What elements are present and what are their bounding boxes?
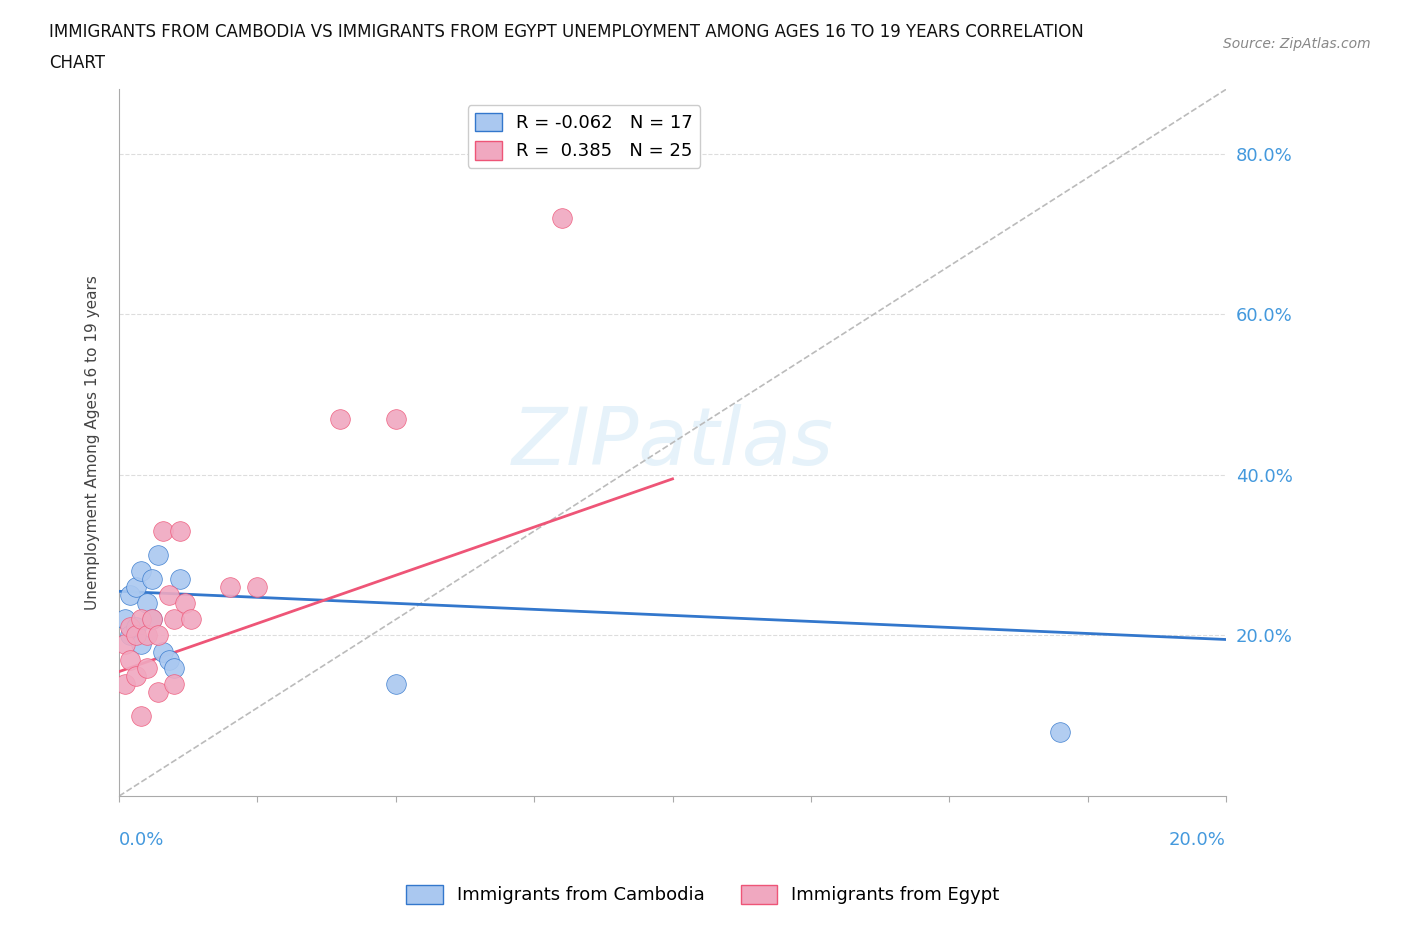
Text: IMMIGRANTS FROM CAMBODIA VS IMMIGRANTS FROM EGYPT UNEMPLOYMENT AMONG AGES 16 TO : IMMIGRANTS FROM CAMBODIA VS IMMIGRANTS F… — [49, 23, 1084, 41]
Point — [169, 524, 191, 538]
Point — [120, 620, 142, 635]
Legend: Immigrants from Cambodia, Immigrants from Egypt: Immigrants from Cambodia, Immigrants fro… — [399, 878, 1007, 911]
Y-axis label: Unemployment Among Ages 16 to 19 years: Unemployment Among Ages 16 to 19 years — [86, 275, 100, 610]
Point — [384, 676, 406, 691]
Point — [169, 572, 191, 587]
Point — [141, 612, 163, 627]
Point — [141, 612, 163, 627]
Point — [163, 660, 186, 675]
Point — [129, 564, 152, 578]
Point — [163, 676, 186, 691]
Text: ZIPatlas: ZIPatlas — [512, 404, 834, 482]
Point — [218, 580, 240, 595]
Point — [124, 620, 146, 635]
Point — [329, 411, 352, 426]
Text: Source: ZipAtlas.com: Source: ZipAtlas.com — [1223, 37, 1371, 51]
Point — [135, 660, 157, 675]
Point — [129, 612, 152, 627]
Point — [114, 676, 136, 691]
Point — [146, 628, 169, 643]
Point — [120, 588, 142, 603]
Point — [124, 628, 146, 643]
Point — [146, 548, 169, 563]
Point — [124, 580, 146, 595]
Legend: R = -0.062   N = 17, R =  0.385   N = 25: R = -0.062 N = 17, R = 0.385 N = 25 — [468, 105, 700, 167]
Point — [141, 572, 163, 587]
Point — [152, 524, 174, 538]
Point — [163, 612, 186, 627]
Point — [174, 596, 197, 611]
Point — [157, 652, 180, 667]
Point — [114, 612, 136, 627]
Point — [135, 596, 157, 611]
Point — [152, 644, 174, 659]
Point — [135, 628, 157, 643]
Point — [114, 636, 136, 651]
Point — [124, 668, 146, 683]
Text: 0.0%: 0.0% — [120, 831, 165, 849]
Point — [180, 612, 202, 627]
Point — [146, 684, 169, 699]
Point — [120, 628, 142, 643]
Point — [129, 636, 152, 651]
Point — [384, 411, 406, 426]
Text: 20.0%: 20.0% — [1170, 831, 1226, 849]
Text: CHART: CHART — [49, 54, 105, 72]
Point — [551, 210, 574, 225]
Point — [129, 709, 152, 724]
Point — [157, 588, 180, 603]
Point — [246, 580, 269, 595]
Point — [1049, 724, 1071, 739]
Point — [120, 652, 142, 667]
